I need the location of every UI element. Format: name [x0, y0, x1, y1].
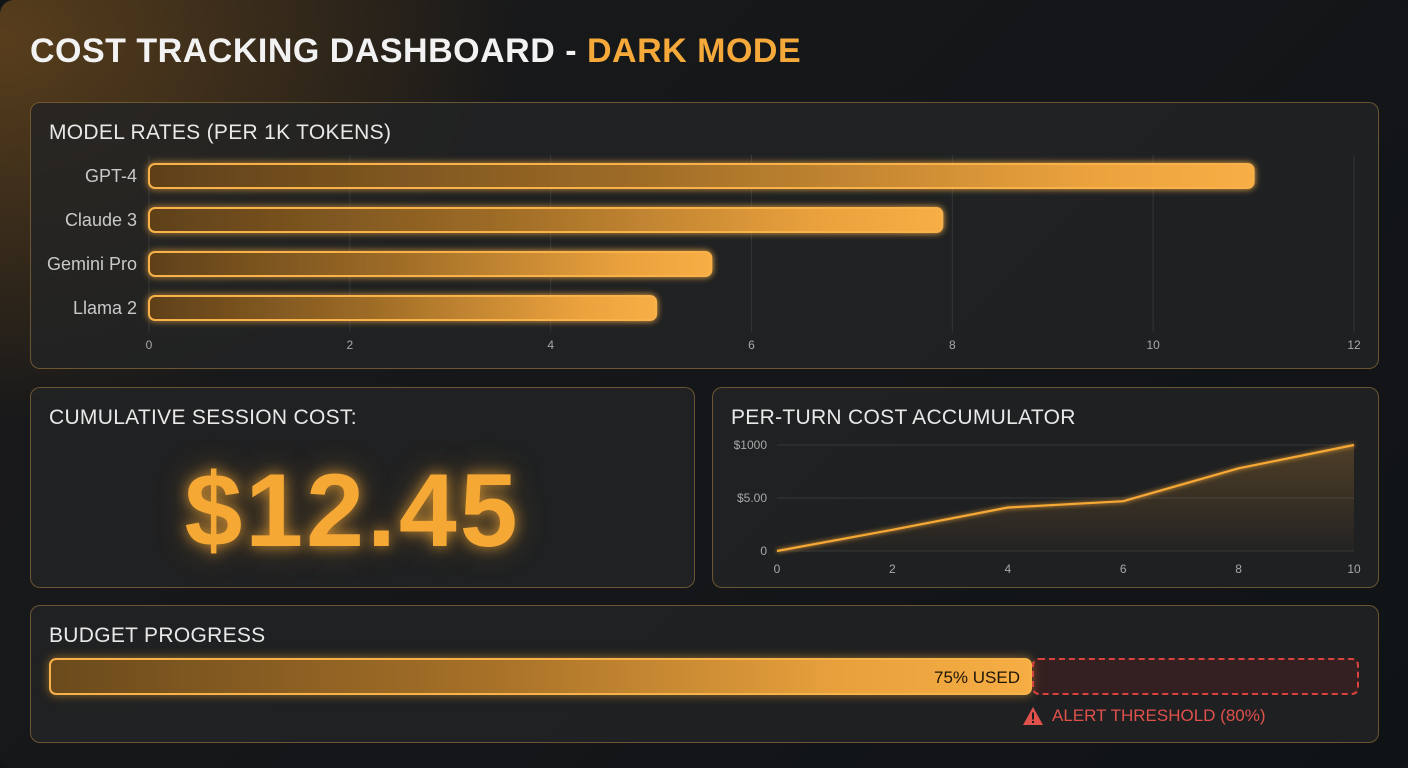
cost-line [776, 443, 1355, 553]
bar-category-label: Gemini Pro [47, 254, 137, 274]
model-rates-title: MODEL RATES (PER 1K TOKENS) [49, 121, 392, 144]
per-turn-title: PER-TURN COST ACCUMULATOR [731, 406, 1076, 429]
x-tick-label: 4 [1004, 562, 1011, 576]
x-tick-label: 8 [1235, 562, 1242, 576]
x-tick-label: 2 [346, 338, 353, 352]
alert-threshold: ALERT THRESHOLD (80%) [1022, 706, 1266, 726]
x-tick-label: 6 [748, 338, 755, 352]
x-tick-label: 4 [547, 338, 554, 352]
bar-category-label: Claude 3 [65, 210, 137, 230]
x-tick-label: 10 [1146, 338, 1160, 352]
page-title: COST TRACKING DASHBOARD - DARK MODE [30, 32, 801, 71]
per-turn-panel: PER-TURN COST ACCUMULATOR 0 $5.00 $1000 0 2 4… [712, 387, 1379, 588]
budget-panel: BUDGET PROGRESS 75% USED ALERT THRESHOLD… [30, 605, 1379, 743]
rate-bar [148, 163, 1255, 189]
x-tick-label: 12 [1347, 338, 1361, 352]
model-rates-panel: MODEL RATES (PER 1K TOKENS) 0 2 4 6 8 10 12 GPT… [30, 102, 1379, 369]
page-title-accent: DARK MODE [586, 32, 802, 70]
session-cost-title: CUMULATIVE SESSION COST: [49, 406, 357, 429]
per-turn-chart: 0 $5.00 $1000 0 2 4 6 8 10 [734, 438, 1361, 576]
budget-title: BUDGET PROGRESS [49, 624, 266, 647]
budget-used-fill: 75% USED [49, 658, 1032, 695]
x-tick-label: 6 [1120, 562, 1127, 576]
budget-progress-bar: 75% USED [49, 658, 1359, 695]
x-tick-label: 10 [1347, 562, 1361, 576]
alert-threshold-label: ALERT THRESHOLD (80%) [1052, 706, 1266, 725]
warning-triangle-icon [1023, 707, 1043, 725]
rate-bar [148, 251, 713, 277]
budget-remaining-segment [1032, 658, 1359, 695]
budget-used-label: 75% USED [934, 668, 1020, 687]
bar-category-label: Llama 2 [73, 298, 137, 318]
model-rates-chart: 0 2 4 6 8 10 12 GPT-4 Claude 3 Gemini Pro Llama 2 [47, 155, 1361, 352]
session-cost-value: $12.45 [184, 453, 521, 569]
y-tick-label: $5.00 [737, 491, 767, 505]
bar-category-label: GPT-4 [85, 166, 137, 186]
session-cost-panel: CUMULATIVE SESSION COST: $12.45 [30, 387, 695, 588]
x-tick-label: 0 [146, 338, 153, 352]
y-tick-label: 0 [760, 544, 767, 558]
x-tick-label: 8 [949, 338, 956, 352]
x-tick-label: 0 [774, 562, 781, 576]
y-tick-label: $1000 [734, 438, 768, 452]
x-tick-label: 2 [889, 562, 896, 576]
page-title-main: COST TRACKING DASHBOARD - [30, 32, 587, 70]
rate-bar [148, 207, 944, 233]
rate-bar [148, 295, 658, 321]
